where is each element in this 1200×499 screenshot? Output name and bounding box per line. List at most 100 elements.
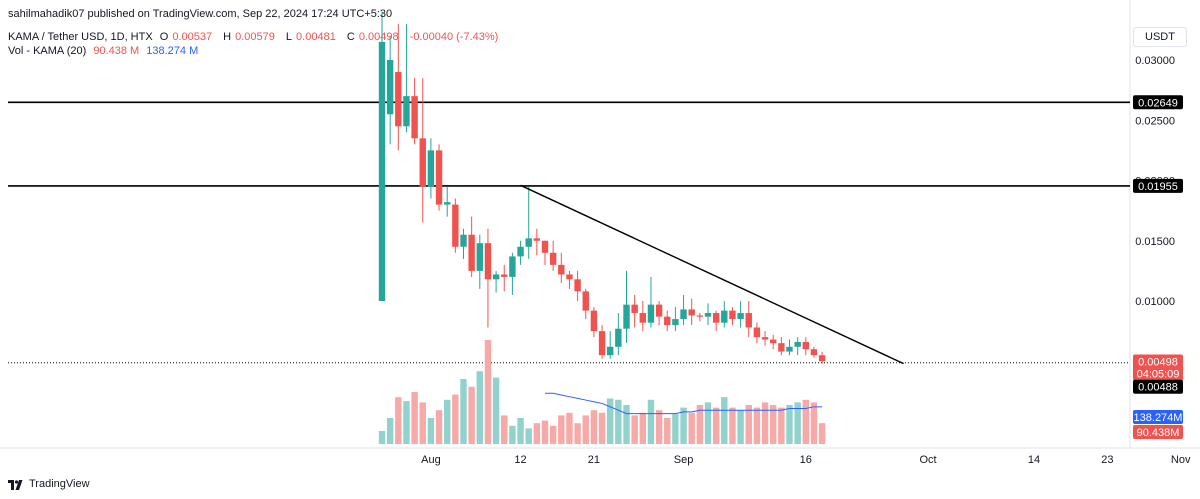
volume-bar <box>802 399 809 444</box>
trendline-segment <box>520 184 904 365</box>
volume-bar <box>737 410 744 444</box>
candle-body <box>395 72 402 127</box>
candle-body <box>745 313 752 328</box>
volume-bar <box>664 418 671 444</box>
candle-body <box>680 309 687 320</box>
volume-bar <box>680 407 687 444</box>
candle-body <box>688 309 695 316</box>
last-price-label-bg <box>1133 354 1183 381</box>
candle-body <box>712 313 720 323</box>
time-tick-label: Oct <box>919 454 936 466</box>
volume-bar <box>753 407 761 444</box>
candle-body <box>435 150 443 205</box>
candle-body <box>549 252 557 265</box>
tradingview-brand: TradingView <box>29 478 90 490</box>
candle-body <box>525 238 532 247</box>
candle-body <box>582 291 589 311</box>
volume-bar <box>460 379 467 444</box>
volume-bar <box>566 412 573 444</box>
candle-body <box>639 313 646 323</box>
candle-body <box>509 256 516 277</box>
volume-bar <box>411 392 418 444</box>
trendline[interactable] <box>520 184 904 365</box>
volume-bar <box>444 399 451 444</box>
volume-bar <box>468 386 475 444</box>
volume-bar <box>517 418 524 444</box>
volume-bar <box>696 405 704 444</box>
candle-body <box>517 246 524 257</box>
volume-bar <box>476 371 483 444</box>
candle-body <box>607 346 614 356</box>
candle-body <box>574 279 581 292</box>
candle-body <box>786 346 793 352</box>
candle-body <box>729 310 736 320</box>
volume-bar <box>558 415 565 444</box>
level-label: 0.02649 <box>1138 97 1178 109</box>
volume-bar <box>427 418 435 444</box>
candle-body <box>541 240 549 253</box>
volume-bar <box>484 340 492 444</box>
volume-bar <box>419 402 426 444</box>
candle-body <box>647 304 655 323</box>
candle-body <box>533 238 541 241</box>
candle-body <box>802 341 809 350</box>
level-label: 0.01955 <box>1138 181 1178 193</box>
volume-bar <box>655 410 663 444</box>
candle-body <box>444 202 451 205</box>
candle-body <box>770 339 777 344</box>
time-tick-label: 12 <box>514 454 526 466</box>
volume-bar <box>590 410 598 444</box>
currency-button[interactable]: USDT <box>1133 27 1187 47</box>
volume-bar <box>435 410 443 444</box>
tradingview-logo-icon <box>8 479 24 490</box>
volume-bar <box>770 405 777 444</box>
tradingview-logo[interactable]: TradingView <box>8 478 90 490</box>
volume-bar <box>533 423 541 444</box>
candle-body <box>655 304 663 317</box>
volume-bar <box>582 415 589 444</box>
candle-body <box>794 341 801 347</box>
ohlc-legend: KAMA / Tether USD, 1D, HTX O 0.00537 H 0.0… <box>8 31 502 43</box>
candle-body <box>501 274 508 277</box>
volume-bar <box>607 398 614 444</box>
candle-body <box>460 234 467 247</box>
volume-label: Vol - KAMA (20) <box>8 45 87 57</box>
candle-body <box>704 313 712 317</box>
support-price-label: 0.00488 <box>1138 382 1178 394</box>
candle-body <box>721 310 728 323</box>
volume-bar <box>615 399 622 444</box>
price-tick-label: 0.01500 <box>1135 236 1175 248</box>
volume-ma-line <box>545 392 823 415</box>
volume-bar <box>712 407 720 444</box>
candle-body <box>590 310 598 332</box>
candle-body <box>558 264 565 275</box>
change-value: -0.00040 (-7.43%) <box>409 31 499 43</box>
candle-body <box>810 349 818 356</box>
horizontal-lines[interactable] <box>8 101 1130 364</box>
c-value: 0.00498 <box>358 31 399 43</box>
time-tick-label: 16 <box>800 454 812 466</box>
h-label: H <box>223 31 232 43</box>
volume-value: 90.438 M <box>93 45 140 57</box>
candle-body <box>664 316 671 326</box>
candle-body <box>492 274 500 280</box>
volume-bar <box>778 407 785 444</box>
volume-bar <box>721 397 728 444</box>
candle-body <box>818 355 826 362</box>
candle-body <box>403 96 410 127</box>
volume-bar <box>492 377 500 444</box>
volume-bar <box>688 412 695 444</box>
volume-axis-label-bg <box>1133 425 1183 439</box>
time-tick-label: Nov <box>1171 454 1191 466</box>
l-label: L <box>285 31 293 43</box>
volume-bars <box>378 340 826 444</box>
volume-bar <box>403 401 410 444</box>
c-label: C <box>346 31 355 43</box>
candle-body <box>761 337 769 340</box>
candle-body <box>623 304 630 329</box>
candle-body <box>672 319 679 326</box>
candle-body <box>484 243 492 280</box>
